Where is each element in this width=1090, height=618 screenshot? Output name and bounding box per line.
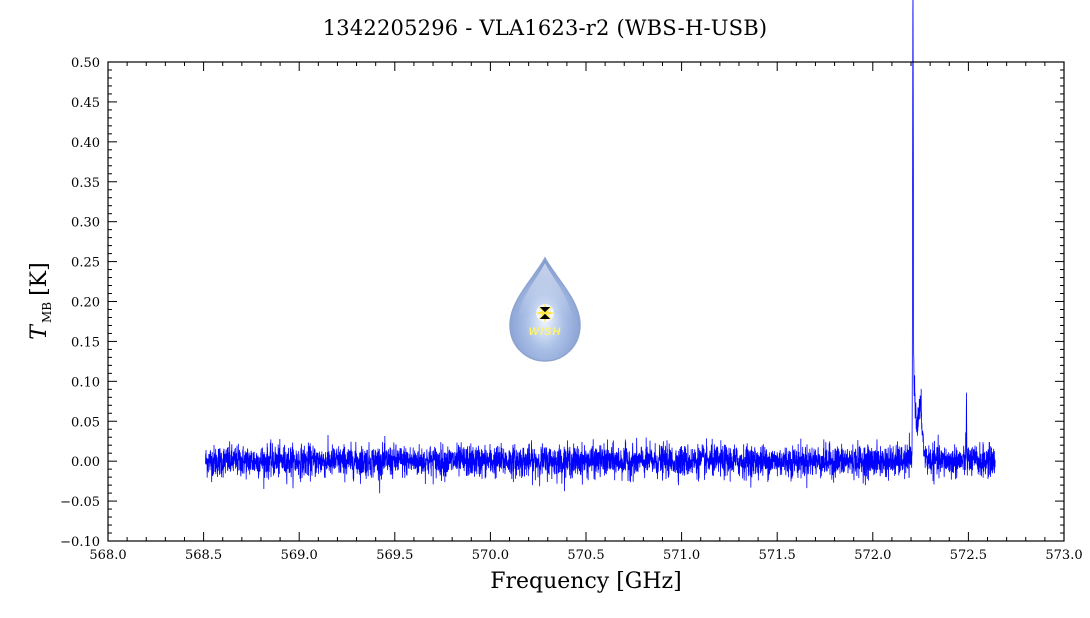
x-tick-label: 572.5	[950, 548, 987, 563]
y-tick-label: 0.35	[71, 176, 100, 191]
chart-title: 1342205296 - VLA1623-r2 (WBS-H-USB)	[322, 16, 768, 40]
y-axis-title: TMB[K]	[27, 262, 54, 339]
y-tick-label: −0.10	[60, 535, 100, 550]
y-tick-label: −0.05	[60, 495, 100, 510]
y-tick-label: 0.20	[71, 296, 100, 311]
y-tick-label: 0.40	[71, 136, 100, 151]
x-tick-label: 569.5	[376, 548, 413, 563]
x-tick-label: 572.0	[854, 548, 891, 563]
svg-text:TMB[K]: TMB[K]	[27, 262, 54, 339]
star-icon	[535, 303, 555, 323]
x-tick-label: 570.0	[472, 548, 509, 563]
x-tick-label: 571.5	[759, 548, 796, 563]
y-tick-label: 0.50	[71, 56, 100, 71]
x-tick-label: 569.0	[281, 548, 318, 563]
x-axis-title: Frequency [GHz]	[490, 569, 682, 594]
x-tick-label: 570.5	[567, 548, 604, 563]
y-tick-label: 0.30	[71, 216, 100, 231]
y-tick-label: 0.25	[71, 256, 100, 271]
x-tick-label: 568.0	[89, 548, 126, 563]
x-tick-label: 571.0	[663, 548, 700, 563]
y-tick-label: 0.45	[71, 96, 100, 111]
plot-frame	[107, 61, 1065, 542]
y-tick-label: 0.10	[71, 375, 100, 390]
x-tick-label: 573.0	[1045, 548, 1082, 563]
logo-text: WISH	[529, 326, 562, 338]
wish-logo: WISH	[509, 256, 581, 362]
x-tick-label: 568.5	[185, 548, 222, 563]
y-tick-label: 0.00	[71, 455, 100, 470]
tick-labels: 568.0 568.5 569.0 569.5 570.0 570.5 571.0 571.5…	[60, 56, 1082, 563]
y-tick-label: 0.05	[71, 415, 100, 430]
y-tick-label: 0.15	[71, 335, 100, 350]
spectrum-series	[205, 0, 996, 494]
spectrum-line	[205, 0, 996, 494]
axis-ticks	[107, 61, 1065, 542]
